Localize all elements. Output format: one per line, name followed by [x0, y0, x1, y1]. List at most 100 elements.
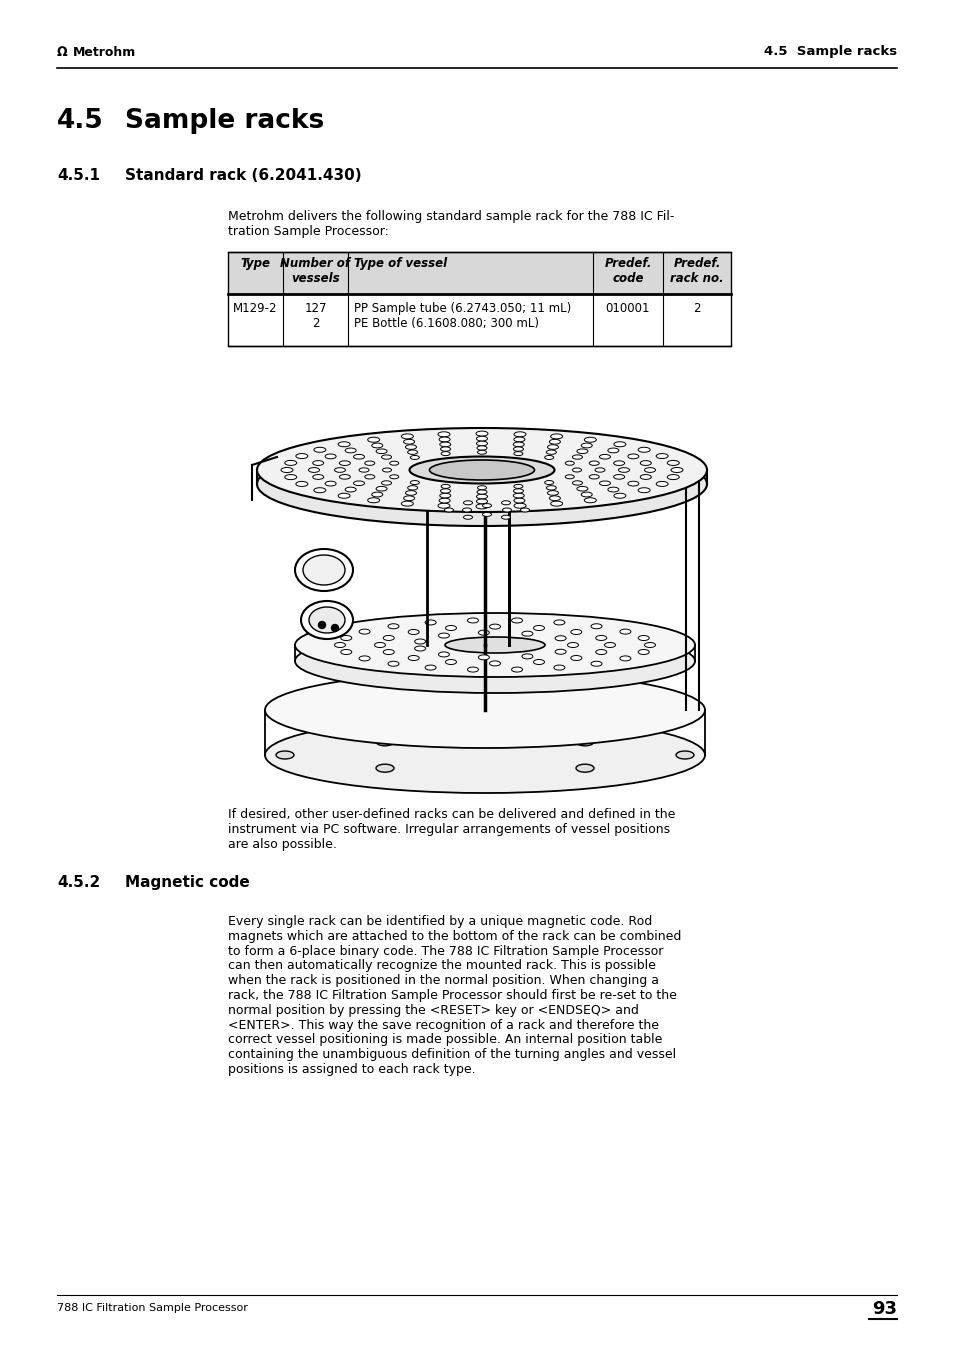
Ellipse shape: [408, 630, 418, 635]
Ellipse shape: [256, 442, 706, 526]
Bar: [228, 253, 730, 346]
Text: instrument via PC software. Irregular arrangements of vessel positions: instrument via PC software. Irregular ar…: [228, 823, 669, 836]
Ellipse shape: [313, 461, 323, 466]
Text: 788 IC Filtration Sample Processor: 788 IC Filtration Sample Processor: [57, 1302, 248, 1313]
Ellipse shape: [554, 665, 564, 670]
Ellipse shape: [584, 438, 596, 442]
Ellipse shape: [340, 635, 352, 640]
Text: 2: 2: [693, 303, 700, 315]
Ellipse shape: [476, 442, 487, 446]
Ellipse shape: [476, 504, 488, 509]
Ellipse shape: [437, 503, 450, 508]
Text: can then automatically recognize the mounted rack. This is possible: can then automatically recognize the mou…: [228, 959, 656, 973]
Ellipse shape: [577, 449, 587, 454]
Ellipse shape: [598, 454, 610, 459]
Ellipse shape: [638, 488, 649, 493]
Ellipse shape: [408, 655, 418, 661]
Ellipse shape: [337, 442, 350, 447]
Ellipse shape: [438, 436, 450, 442]
Ellipse shape: [489, 624, 500, 630]
Text: 127
2: 127 2: [304, 303, 327, 330]
Ellipse shape: [309, 607, 345, 634]
Text: M129-2: M129-2: [233, 303, 277, 315]
Ellipse shape: [405, 444, 416, 450]
Text: Predef.
code: Predef. code: [603, 257, 651, 285]
Ellipse shape: [514, 451, 522, 455]
Ellipse shape: [584, 497, 596, 503]
Ellipse shape: [401, 434, 413, 439]
Circle shape: [318, 621, 325, 628]
Ellipse shape: [437, 432, 450, 436]
Ellipse shape: [438, 499, 450, 503]
Text: rack, the 788 IC Filtration Sample Processor should first be re-set to the: rack, the 788 IC Filtration Sample Proce…: [228, 989, 677, 1002]
Text: are also possible.: are also possible.: [228, 838, 336, 851]
Text: Every single rack can be identified by a unique magnetic code. Rod: Every single rack can be identified by a…: [228, 915, 652, 928]
Ellipse shape: [476, 499, 487, 504]
Ellipse shape: [463, 501, 472, 505]
Ellipse shape: [514, 499, 524, 503]
Ellipse shape: [550, 501, 562, 507]
Ellipse shape: [549, 496, 559, 501]
Ellipse shape: [375, 643, 385, 647]
Circle shape: [331, 624, 338, 631]
Ellipse shape: [303, 555, 345, 585]
Ellipse shape: [565, 461, 574, 465]
Text: Predef.
rack no.: Predef. rack no.: [670, 257, 723, 285]
Ellipse shape: [325, 454, 335, 459]
Ellipse shape: [358, 630, 370, 634]
Text: positions is assigned to each rack type.: positions is assigned to each rack type.: [228, 1063, 476, 1075]
Ellipse shape: [375, 486, 387, 490]
Ellipse shape: [638, 447, 649, 453]
Ellipse shape: [576, 738, 594, 746]
Ellipse shape: [467, 667, 478, 671]
Ellipse shape: [337, 493, 350, 499]
Ellipse shape: [555, 636, 565, 640]
Ellipse shape: [444, 638, 544, 653]
Ellipse shape: [284, 474, 296, 480]
Ellipse shape: [410, 455, 419, 459]
Ellipse shape: [613, 461, 624, 466]
Text: Standard rack (6.2041.430): Standard rack (6.2041.430): [125, 168, 361, 182]
Ellipse shape: [501, 515, 510, 519]
Ellipse shape: [403, 439, 415, 444]
Text: to form a 6-place binary code. The 788 IC Filtration Sample Processor: to form a 6-place binary code. The 788 I…: [228, 944, 662, 958]
Ellipse shape: [340, 650, 352, 654]
Text: 4.5.1: 4.5.1: [57, 168, 100, 182]
Bar: [228, 253, 730, 295]
Ellipse shape: [275, 751, 294, 759]
Ellipse shape: [477, 655, 489, 659]
Ellipse shape: [514, 485, 522, 488]
Ellipse shape: [339, 474, 350, 480]
Ellipse shape: [514, 436, 524, 442]
Ellipse shape: [325, 481, 335, 486]
Ellipse shape: [589, 461, 598, 465]
Ellipse shape: [401, 501, 413, 507]
Ellipse shape: [335, 643, 345, 647]
Ellipse shape: [339, 461, 350, 466]
Ellipse shape: [520, 508, 529, 512]
Ellipse shape: [284, 461, 296, 465]
Ellipse shape: [580, 443, 592, 449]
Ellipse shape: [429, 459, 534, 480]
Text: magnets which are attached to the bottom of the rack can be combined: magnets which are attached to the bottom…: [228, 929, 680, 943]
Ellipse shape: [375, 765, 394, 773]
Text: Metrohm: Metrohm: [73, 46, 136, 58]
Text: Sample racks: Sample racks: [125, 108, 324, 134]
Ellipse shape: [589, 474, 598, 480]
Ellipse shape: [477, 450, 486, 454]
Ellipse shape: [618, 467, 629, 473]
Ellipse shape: [294, 613, 695, 677]
Ellipse shape: [613, 474, 624, 480]
Ellipse shape: [308, 467, 319, 473]
Ellipse shape: [476, 494, 487, 499]
Text: <ENTER>. This way the save recognition of a rack and therefore the: <ENTER>. This way the save recognition o…: [228, 1019, 659, 1032]
Text: 4.5.2: 4.5.2: [57, 875, 100, 890]
Ellipse shape: [425, 665, 436, 670]
Ellipse shape: [547, 444, 558, 450]
Ellipse shape: [467, 617, 478, 623]
Ellipse shape: [439, 493, 450, 499]
Ellipse shape: [388, 624, 398, 628]
Ellipse shape: [382, 467, 391, 471]
Ellipse shape: [565, 474, 574, 478]
Ellipse shape: [627, 454, 639, 459]
